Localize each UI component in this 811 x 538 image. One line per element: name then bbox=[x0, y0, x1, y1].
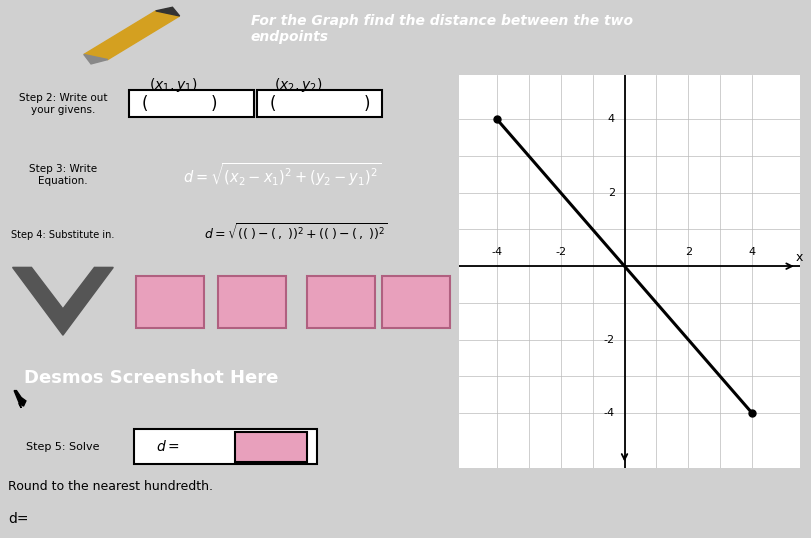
FancyBboxPatch shape bbox=[235, 432, 307, 462]
FancyBboxPatch shape bbox=[136, 275, 204, 328]
Text: -4: -4 bbox=[491, 247, 502, 257]
Text: $d = \sqrt{(x_2 - x_1)^2+(y_2 - y_1)^2}$: $d = \sqrt{(x_2 - x_1)^2+(y_2 - y_1)^2}$ bbox=[183, 162, 380, 188]
Text: -4: -4 bbox=[603, 408, 614, 418]
Text: $d =$: $d =$ bbox=[156, 439, 180, 454]
Text: $(x_1, y_1)$: $(x_1, y_1)$ bbox=[148, 76, 196, 94]
Text: For the Graph find the distance between the two
endpoints: For the Graph find the distance between … bbox=[251, 14, 633, 44]
Text: 2: 2 bbox=[684, 247, 691, 257]
Text: Step 3: Write
Equation.: Step 3: Write Equation. bbox=[29, 164, 97, 186]
Polygon shape bbox=[13, 267, 114, 335]
Text: 4: 4 bbox=[748, 247, 755, 257]
Polygon shape bbox=[84, 11, 179, 60]
Text: -2: -2 bbox=[603, 335, 614, 345]
FancyBboxPatch shape bbox=[257, 90, 382, 117]
Polygon shape bbox=[14, 391, 26, 408]
FancyBboxPatch shape bbox=[134, 429, 316, 464]
Text: (: ( bbox=[141, 95, 148, 113]
Text: $d = \sqrt{((\;)-(\,,\;))^2+((\;)-(\,,\;))^2}$: $d = \sqrt{((\;)-(\,,\;))^2+((\;)-(\,,\;… bbox=[204, 222, 388, 243]
Text: $(x_2, y_2)$: $(x_2, y_2)$ bbox=[273, 76, 321, 94]
Polygon shape bbox=[84, 54, 108, 64]
Text: Step 5: Solve: Step 5: Solve bbox=[26, 442, 100, 451]
Text: Step 2: Write out
your givens.: Step 2: Write out your givens. bbox=[19, 93, 107, 115]
Text: ): ) bbox=[363, 95, 369, 113]
Text: ): ) bbox=[210, 95, 217, 113]
Text: Round to the nearest hundredth.: Round to the nearest hundredth. bbox=[8, 479, 212, 493]
Text: Step 4: Substitute in.: Step 4: Substitute in. bbox=[11, 230, 114, 240]
Text: x: x bbox=[795, 251, 803, 264]
Text: d=: d= bbox=[8, 512, 28, 526]
FancyBboxPatch shape bbox=[129, 90, 254, 117]
Text: (: ( bbox=[269, 95, 276, 113]
FancyBboxPatch shape bbox=[307, 275, 375, 328]
Text: 4: 4 bbox=[607, 115, 614, 124]
Polygon shape bbox=[156, 8, 179, 16]
Text: 2: 2 bbox=[607, 188, 614, 198]
Text: -2: -2 bbox=[555, 247, 565, 257]
Text: Desmos Screenshot Here: Desmos Screenshot Here bbox=[24, 369, 277, 387]
FancyBboxPatch shape bbox=[381, 275, 449, 328]
FancyBboxPatch shape bbox=[217, 275, 285, 328]
